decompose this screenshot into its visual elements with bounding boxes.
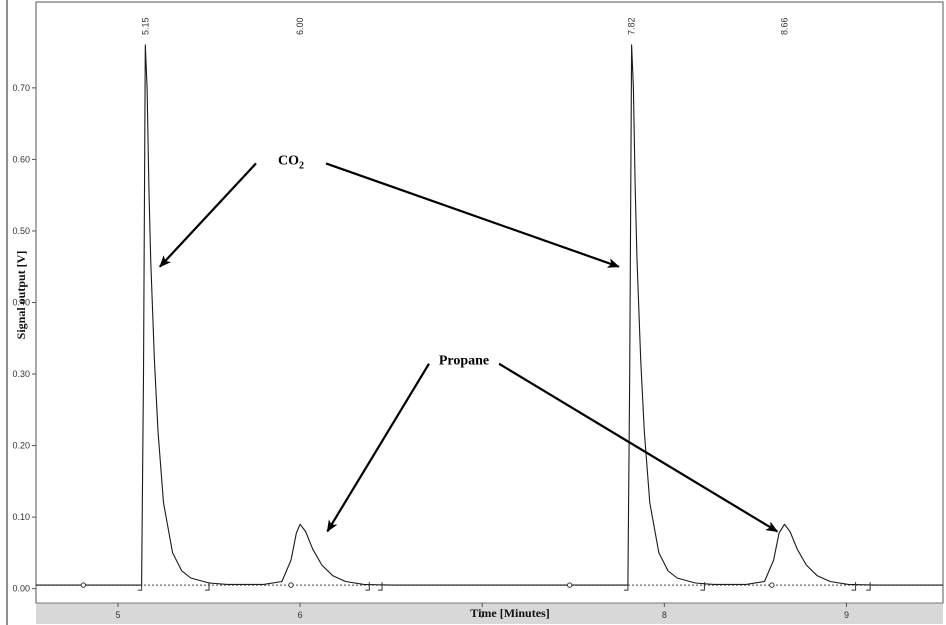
x-tick-label: 6 <box>298 610 303 620</box>
y-tick-label: 0.60 <box>12 154 30 164</box>
annotation-subscript: 2 <box>299 160 304 171</box>
y-tick-label: 0.20 <box>12 441 30 451</box>
y-tick-label: 0.70 <box>12 83 30 93</box>
y-tick-label: 0.50 <box>12 226 30 236</box>
x-tick-label: 8 <box>662 610 667 620</box>
baseline-marker <box>289 583 293 587</box>
peak-time-label: 8.66 <box>780 17 790 35</box>
peak-time-label: 5.15 <box>140 17 150 35</box>
y-axis-title: Signal output [V] <box>14 251 28 340</box>
x-tick-label: 5 <box>115 610 120 620</box>
baseline-marker <box>770 583 774 587</box>
peak-time-label: 6.00 <box>295 17 305 35</box>
y-tick-label: 0.10 <box>12 512 30 522</box>
plot-area <box>36 2 943 603</box>
peak-time-label: 7.82 <box>627 17 637 35</box>
y-tick-label: 0.00 <box>12 584 30 594</box>
annotation-label: Propane <box>439 354 489 369</box>
baseline-marker <box>81 583 85 587</box>
x-axis-title: Time [Minutes] <box>470 606 549 620</box>
x-tick-label: 9 <box>844 610 849 620</box>
y-tick-label: 0.30 <box>12 369 30 379</box>
baseline-marker <box>567 583 571 587</box>
